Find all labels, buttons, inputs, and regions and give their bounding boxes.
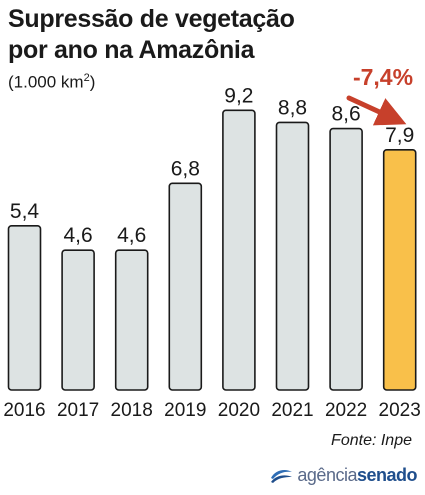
value-label-2018: 4,6 — [117, 224, 146, 247]
unit-suffix: ) — [89, 72, 96, 92]
logo-word-senado: senado — [356, 464, 418, 485]
value-label-2021: 8,8 — [278, 96, 307, 119]
x-tick-label-2020: 2020 — [218, 400, 260, 421]
value-label-2017: 4,6 — [63, 224, 92, 247]
unit-prefix: (1.000 km — [8, 72, 84, 92]
x-tick-label-2023: 2023 — [379, 400, 421, 421]
logo-mark-icon — [271, 470, 293, 483]
bar-2021 — [275, 121, 310, 391]
bar-2020 — [222, 109, 256, 391]
unit-superscript: 2 — [83, 72, 90, 84]
x-tick-label-2022: 2022 — [325, 400, 367, 421]
x-tick-label-2021: 2021 — [271, 400, 313, 421]
value-label-2020: 9,2 — [224, 84, 253, 107]
title-line-2: por ano na Amazônia — [8, 36, 255, 64]
x-tick-label-2016: 2016 — [3, 400, 45, 421]
bar-2018 — [114, 249, 149, 391]
value-label-2019: 6,8 — [171, 157, 200, 180]
change-annotation: -7,4% — [346, 64, 413, 126]
x-tick-label-2017: 2017 — [57, 400, 99, 421]
value-label-2023: 7,9 — [385, 124, 414, 147]
chart-title: Supressão de vegetação por ano na Amazôn… — [8, 4, 295, 66]
value-label-2016: 5,4 — [10, 200, 40, 223]
value-label-2022: 8,6 — [331, 103, 360, 126]
bar-2023 — [382, 149, 417, 391]
x-tick-label-2018: 2018 — [111, 400, 153, 421]
bar-2016 — [7, 225, 42, 391]
x-tick-label-2019: 2019 — [164, 400, 206, 421]
change-label: -7,4% — [353, 64, 413, 90]
bar-2022 — [329, 127, 363, 391]
down-arrow-icon — [346, 95, 407, 126]
source-note: Fonte: Inpe — [331, 432, 412, 449]
title-line-1: Supressão de vegetação — [8, 5, 295, 33]
unit-label: (1.000 km2) — [8, 68, 95, 93]
logo-word-agencia: agência — [297, 464, 357, 485]
bar-2019 — [168, 182, 203, 391]
agencia-senado-logo: agência senado — [268, 462, 418, 488]
bar-2017 — [61, 249, 95, 391]
